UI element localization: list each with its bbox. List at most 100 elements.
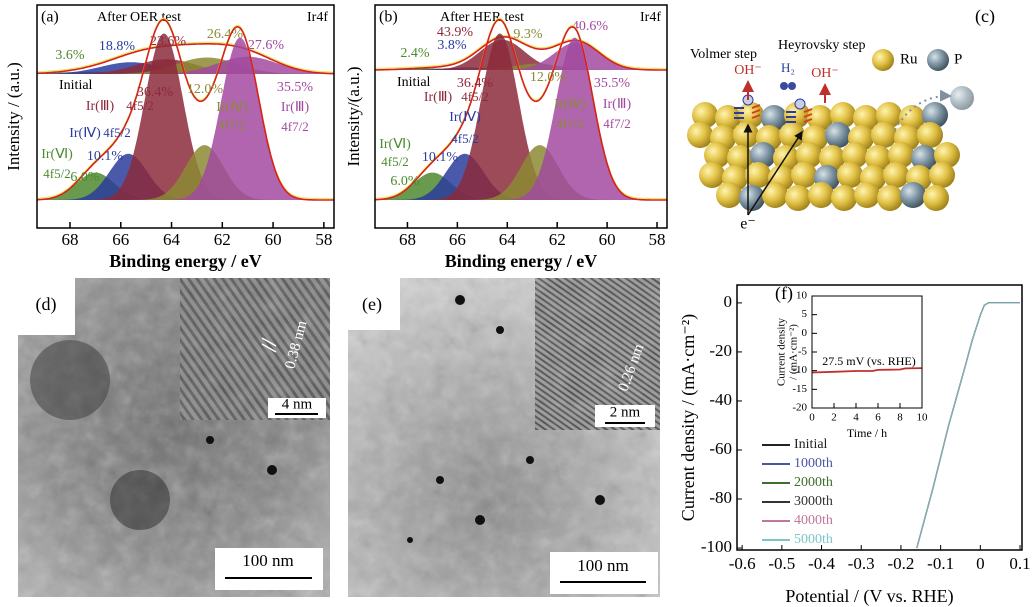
micrograph-d: (d) 0.38 nm 4 nm 100 nm xyxy=(18,278,330,597)
series-line xyxy=(916,302,1020,549)
x-tick-label: 60 xyxy=(599,230,616,249)
y-tick-label: 10 xyxy=(796,290,808,302)
species-label: Ir(Ⅲ) xyxy=(281,100,310,115)
y-tick-label: -20 xyxy=(709,341,732,360)
ru-atom xyxy=(923,185,949,211)
ru-atom xyxy=(745,162,771,188)
micrograph-e: (e) 0.26 nm 2 nm 100 nm xyxy=(348,278,660,597)
y-tick-label: -60 xyxy=(709,439,732,458)
particle xyxy=(526,456,534,464)
peak-component xyxy=(37,153,334,200)
x-axis-label: Binding energy / eV xyxy=(445,251,598,271)
percent-label: 2.4% xyxy=(400,46,430,61)
scale-box xyxy=(215,548,323,590)
p-atom xyxy=(739,185,765,211)
peak-component xyxy=(37,62,334,74)
series-line xyxy=(811,367,923,374)
ru-atom xyxy=(791,162,817,188)
x-tick-label: 2 xyxy=(831,411,837,423)
species-label: Ir(Ⅳ) xyxy=(216,100,248,115)
adsorbate-bond xyxy=(751,104,761,109)
percent-label: 12.0% xyxy=(187,82,224,97)
legend-label: 5000th xyxy=(794,532,833,547)
ru-atom xyxy=(773,145,799,171)
orbital-label: 4f5/2 xyxy=(451,131,478,146)
particle xyxy=(30,340,110,420)
spectrum-name: After HER test xyxy=(440,10,524,25)
scale-box xyxy=(550,552,658,594)
x-tick-label: 62 xyxy=(549,230,566,249)
x-tick-label: -0.3 xyxy=(848,554,875,573)
peak-component xyxy=(375,33,667,200)
species-label: Ir(Ⅵ) xyxy=(379,137,411,152)
panel-label: (f) xyxy=(775,283,793,304)
xps-chart: After OER test3.6%18.8%23.6%26.4%27.6%In… xyxy=(4,4,335,271)
orbital-label: 4f7/2 xyxy=(603,116,630,131)
x-tick-label: 6 xyxy=(875,411,881,423)
species-label: Ir(Ⅵ) xyxy=(41,147,73,162)
x-tick-label: 8 xyxy=(897,411,903,423)
annotation: 27.5 mV (vs. RHE) xyxy=(822,354,915,368)
percent-label: 9.3% xyxy=(513,27,543,42)
p-atom xyxy=(900,182,926,208)
orbital-label: 4f5/2 xyxy=(103,125,130,140)
plot-frame xyxy=(374,4,668,229)
ru-atom xyxy=(807,105,833,131)
peak-component xyxy=(375,39,667,70)
series-line xyxy=(916,302,1020,549)
ru-atom xyxy=(842,142,868,168)
plot-frame xyxy=(736,284,1023,551)
particle xyxy=(110,470,170,530)
adsorbate-bond xyxy=(751,114,761,119)
x-tick-label: 0 xyxy=(809,411,815,423)
spectrum-name: Initial xyxy=(397,75,431,90)
peak-component xyxy=(375,37,667,200)
chart-title: Ir4f xyxy=(307,10,328,25)
ru-atom xyxy=(899,105,925,131)
y-axis-label: / (mA·cm⁻²) xyxy=(788,324,800,380)
fit-envelope xyxy=(375,36,667,71)
scale-label: 4 nm xyxy=(282,396,313,412)
p-atom xyxy=(911,145,937,171)
y-tick-label: -80 xyxy=(709,488,732,507)
y-axis-label: Current density xyxy=(776,317,788,386)
x-tick-label: 58 xyxy=(315,230,332,249)
panel-label: (a) xyxy=(41,9,59,26)
series-line xyxy=(916,302,1020,549)
x-axis-label: Time / h xyxy=(847,426,887,440)
x-tick-label: -0.1 xyxy=(927,554,954,573)
x-tick-label: 62 xyxy=(214,230,231,249)
ru-atom xyxy=(876,102,902,128)
y-axis-label: Current density / (mA·cm⁻²) xyxy=(678,314,699,521)
ru-atom xyxy=(865,145,891,171)
y-tick-label: -40 xyxy=(709,390,732,409)
p-atom xyxy=(922,102,948,128)
fit-envelope xyxy=(374,18,667,201)
x-tick-label: 66 xyxy=(112,230,129,249)
ru-atom xyxy=(830,102,856,128)
orbital-label: 4f5/2 xyxy=(43,166,70,181)
ru-atom xyxy=(837,162,863,188)
species-label: OH⁻ xyxy=(811,66,839,81)
percent-label: 6.0% xyxy=(70,170,100,185)
scale-label: 100 nm xyxy=(577,556,628,575)
particle xyxy=(206,436,214,444)
orbital-label: 4f7/2 xyxy=(281,119,308,134)
x-tick-label: -0.4 xyxy=(808,554,835,573)
x-tick-label: -0.2 xyxy=(887,554,914,573)
percent-label: 36.4% xyxy=(137,85,174,100)
adsorbate-bond xyxy=(803,113,813,118)
legend-label: P xyxy=(954,51,962,67)
percent-label: 40.6% xyxy=(572,19,609,34)
x-tick-label: 4 xyxy=(853,411,859,423)
y-axis-label: Intensity/(a.u.) xyxy=(344,66,363,166)
percent-label: 26.4% xyxy=(207,27,244,42)
h2-atom xyxy=(780,82,788,90)
step-label: Volmer step xyxy=(690,47,757,62)
xps-chart: After HER test 2.4% 3.8%43.9% 9.3% 40.6% Init… xyxy=(344,4,668,271)
ru-atom xyxy=(831,185,857,211)
ru-atom xyxy=(687,122,713,148)
lattice-marker xyxy=(261,343,277,353)
fit-envelope xyxy=(37,43,335,75)
peak-component xyxy=(37,33,334,200)
